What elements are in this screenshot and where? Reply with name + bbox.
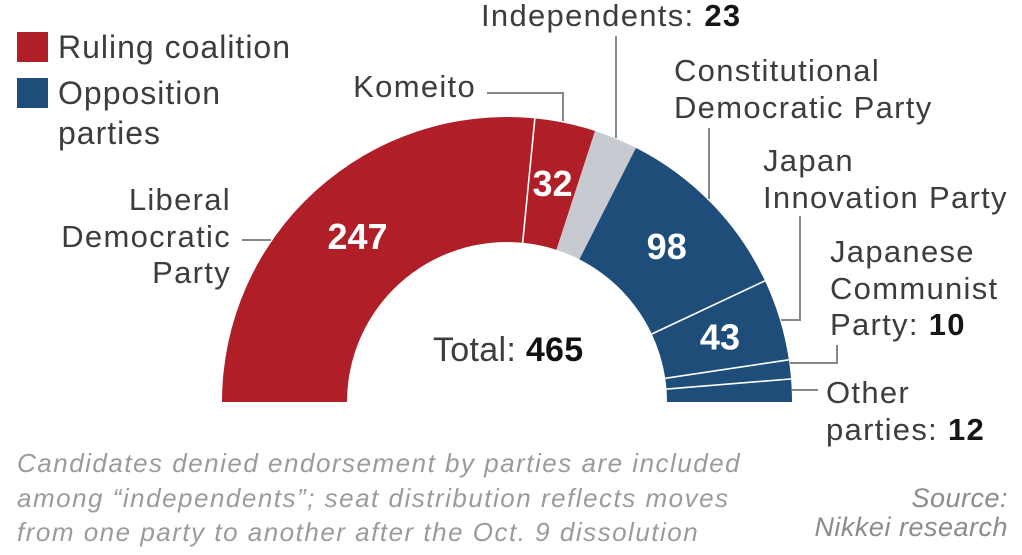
callout-line: Other [826,375,911,410]
segment-separator [521,118,536,243]
callout-line: Innovation Party [763,179,1008,215]
legend-swatch-opposition-parties [17,78,48,108]
segment-separator [665,359,789,380]
segment-value-43: 43 [700,317,740,358]
callout-line: Democratic Party [674,89,933,125]
legend-swatch-ruling-coalition [17,32,48,62]
callout-line: Constitutional [674,53,881,88]
footnote: Candidates denied endorsement by parties… [17,446,741,550]
segment-separator [666,378,792,390]
segment-japan-innovation-party [651,280,789,379]
legend-label-opposition-parties: Opposition parties [58,75,221,151]
callout-line: Komeito [353,69,476,104]
segment-independents [556,130,636,260]
callout-line: Liberal [128,182,231,217]
total-label: Total: 465 [433,331,584,369]
callout-independents: Independents: 23 [481,0,741,35]
segment-komeito [522,118,596,250]
callout-ldp: Liberal Democratic Party [61,182,231,292]
callout-line: Communist [830,270,999,306]
callout-line: Democratic [61,218,231,254]
callout-line: Party: 10 [830,307,966,342]
segment-value-32: 32 [533,163,573,204]
source-line: Nikkei research [814,511,1008,542]
segment-value-98: 98 [647,226,687,267]
legend-item-ruling-coalition: Ruling coalition [17,27,298,67]
segment-value-247: 247 [328,216,388,257]
segment-constitutional-democratic-party [579,147,765,334]
callout-jip: Japan Innovation Party [763,143,1008,216]
callout-line: Japanese [830,234,975,269]
leader-line-jip [781,216,801,321]
source-line: Source: [911,483,1008,513]
segment-other-parties [666,378,792,402]
leader-line-jcp [790,345,838,364]
legend-item-opposition-parties: Opposition parties [17,73,258,153]
callout-komeito: Komeito [353,69,476,106]
callout-other: Other parties: 12 [826,375,985,448]
segment-separator [651,280,766,335]
legend-label-ruling-coalition: Ruling coalition [58,29,292,65]
callout-line: parties: 12 [826,411,986,447]
source-credit: Source: Nikkei research [814,484,1008,541]
total-value: 465 [525,331,584,369]
callout-jcp: Japanese Communist Party: 10 [830,234,998,344]
callout-line: Independents: 23 [481,0,742,33]
callout-line: Party [152,255,231,290]
leader-line-komeito [487,92,564,121]
footnote-line: Candidates denied endorsement by parties… [17,448,742,478]
callout-cdp: Constitutional Democratic Party [674,53,933,126]
footnote-line: from one party to another after the Oct.… [17,517,700,547]
footnote-line: among “independents”; seat distribution … [17,482,730,513]
segment-liberal-democratic-party [222,116,535,402]
segment-japanese-communist-party [665,359,792,390]
callout-line: Japan [763,143,854,178]
